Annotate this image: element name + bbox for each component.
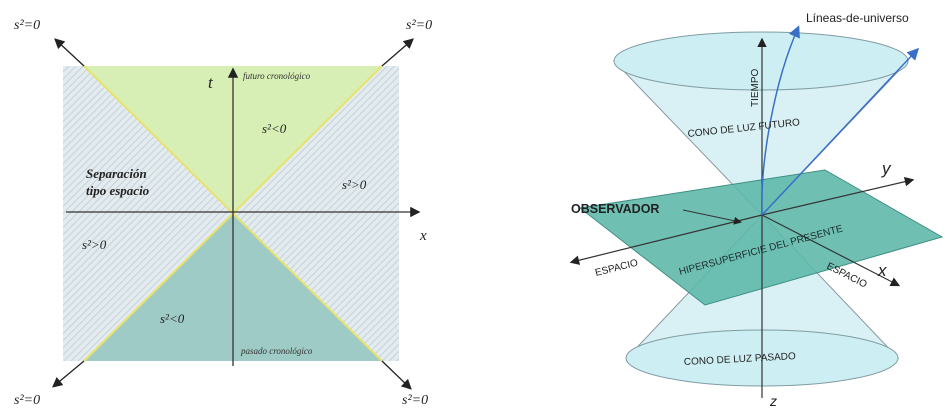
space-label-left: ESPACIO [594, 258, 639, 279]
x-axis-label: x [419, 228, 427, 244]
future-region-label: s²<0 [262, 121, 287, 136]
observer-pointer [682, 209, 742, 225]
past-region-label: s²<0 [160, 311, 185, 326]
future-chronological-label: futuro cronológico [243, 71, 311, 81]
y-axis-label: y [881, 159, 892, 178]
present-hypersurface-plane [578, 169, 944, 306]
worldline-curved [761, 25, 800, 216]
arrow-bottom-right [381, 360, 412, 390]
s2-label-top-left: s²=0 [14, 18, 40, 33]
future-cone-top [613, 31, 909, 91]
s2-label-top-right: s²=0 [406, 18, 432, 33]
minkowski-diagram: s²=0 s²=0 s²=0 s²=0 t x futuro cronológi… [14, 18, 432, 408]
arrow-top-right [381, 38, 414, 67]
y-axis [761, 176, 915, 216]
left-spacelike-label: s²>0 [82, 237, 107, 252]
worldline-straight [761, 47, 920, 216]
x-axis-3d [761, 214, 901, 287]
spacelike-separation-label-line2: tipo espacio [86, 183, 150, 198]
observer-label: OBSERVADOR [571, 202, 659, 216]
t-axis-label: t [208, 73, 214, 92]
x-axis-label-3d: x [877, 261, 887, 280]
worldlines-label: Líneas-de-universo [806, 11, 909, 25]
s2-label-bottom-left: s²=0 [14, 393, 40, 408]
light-cone-diagram: Líneas-de-universo TIEMPO CONO DE LUZ FU… [569, 11, 944, 409]
spacelike-separation-label-line1: Separación [86, 166, 147, 181]
space-axis-left [569, 214, 763, 265]
arrow-bottom-left [52, 360, 85, 388]
time-axis-label: TIEMPO [750, 68, 761, 107]
past-chronological-label: pasado cronológico [240, 346, 313, 356]
space-label-right: ESPACIO [825, 261, 869, 291]
arrow-top-left [54, 38, 85, 67]
s2-label-bottom-right: s²=0 [402, 393, 428, 408]
z-axis-label: z [769, 393, 777, 409]
right-spacelike-label: s²>0 [342, 177, 367, 192]
